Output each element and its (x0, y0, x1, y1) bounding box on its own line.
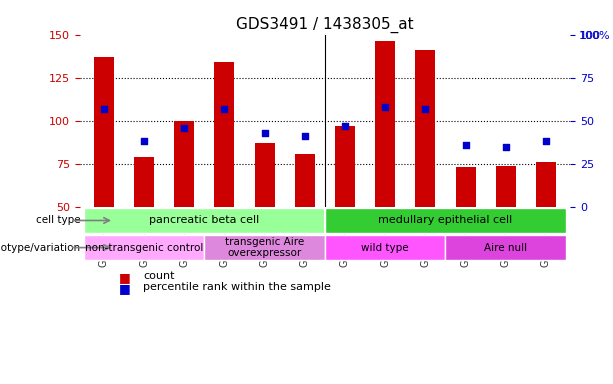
Y-axis label: 100%: 100% (579, 31, 611, 41)
Bar (174, 121, 194, 207)
Bar (496, 166, 516, 207)
Point (501, 144, 511, 150)
Text: non-transgenic control: non-transgenic control (85, 243, 203, 253)
Point (260, 130, 270, 136)
FancyBboxPatch shape (325, 235, 446, 260)
FancyBboxPatch shape (325, 208, 566, 233)
Point (421, 106, 430, 112)
Bar (536, 162, 556, 207)
Point (139, 138, 149, 144)
Text: wild type: wild type (362, 243, 409, 253)
Text: percentile rank within the sample: percentile rank within the sample (143, 282, 331, 292)
Title: GDS3491 / 1438305_at: GDS3491 / 1438305_at (236, 17, 414, 33)
FancyBboxPatch shape (84, 208, 325, 233)
Point (380, 104, 390, 110)
Bar (254, 143, 275, 207)
Bar (335, 126, 355, 207)
FancyBboxPatch shape (204, 235, 325, 260)
Text: medullary epithelial cell: medullary epithelial cell (378, 215, 512, 225)
Text: count: count (143, 271, 175, 281)
Point (461, 142, 471, 148)
Bar (94, 57, 114, 207)
Bar (215, 62, 234, 207)
Text: ■: ■ (119, 271, 131, 285)
FancyBboxPatch shape (84, 235, 204, 260)
Text: Aire null: Aire null (484, 243, 527, 253)
Bar (416, 50, 435, 207)
Bar (134, 157, 154, 207)
Bar (295, 154, 315, 207)
Text: genotype/variation: genotype/variation (0, 243, 80, 253)
Text: cell type: cell type (36, 215, 80, 225)
Text: transgenic Aire
overexpressor: transgenic Aire overexpressor (225, 237, 304, 258)
Text: ■: ■ (119, 282, 131, 295)
Point (99, 106, 109, 112)
Point (179, 124, 189, 131)
Point (340, 123, 350, 129)
Bar (375, 41, 395, 207)
FancyBboxPatch shape (446, 235, 566, 260)
Bar (455, 167, 476, 207)
Point (300, 133, 310, 139)
Point (541, 138, 551, 144)
Text: pancreatic beta cell: pancreatic beta cell (149, 215, 259, 225)
Point (219, 106, 229, 112)
